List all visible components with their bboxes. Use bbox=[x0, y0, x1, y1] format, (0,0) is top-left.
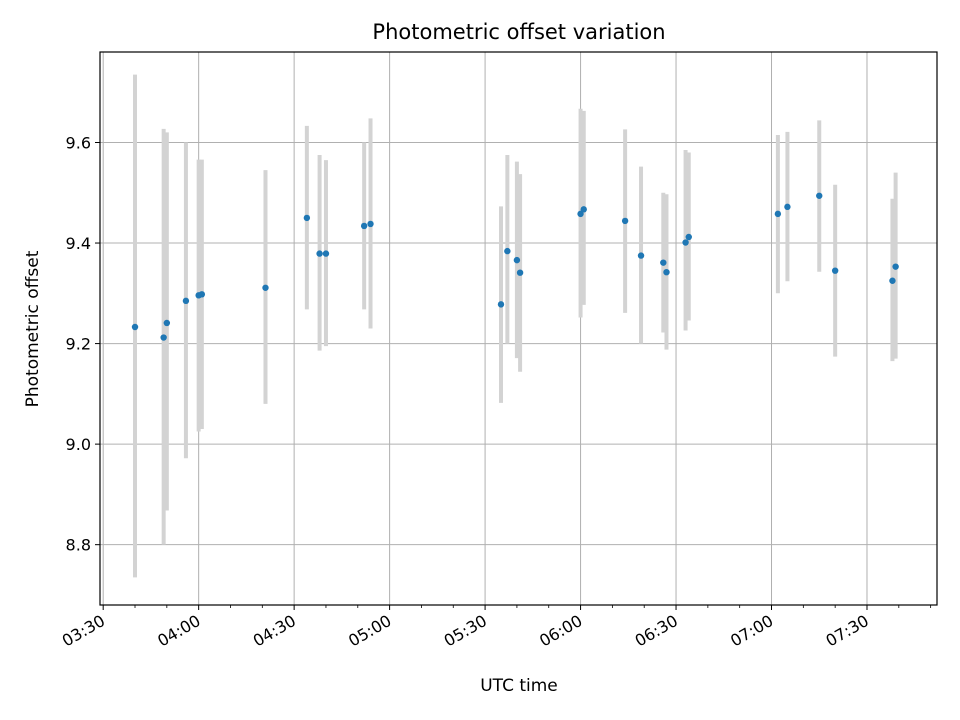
data-point bbox=[160, 334, 167, 341]
y-tick-label: 9.0 bbox=[66, 435, 91, 454]
data-point bbox=[682, 239, 689, 246]
data-point bbox=[198, 291, 206, 298]
data-point bbox=[637, 252, 645, 259]
data-point bbox=[262, 284, 269, 291]
data-point bbox=[784, 203, 791, 211]
data-point bbox=[163, 319, 171, 327]
data-point bbox=[621, 217, 629, 225]
data-point bbox=[303, 214, 311, 222]
data-point bbox=[322, 250, 330, 257]
data-point bbox=[660, 259, 667, 266]
y-tick-label: 9.6 bbox=[66, 133, 91, 152]
data-point bbox=[504, 247, 511, 255]
data-point bbox=[516, 269, 524, 276]
data-point bbox=[831, 267, 839, 274]
data-point bbox=[367, 220, 374, 228]
data-point bbox=[816, 192, 823, 199]
data-point bbox=[131, 323, 139, 331]
data-point bbox=[182, 297, 190, 305]
data-point bbox=[892, 263, 899, 270]
data-point bbox=[663, 268, 670, 276]
y-tick-label: 9.4 bbox=[66, 234, 91, 253]
data-point bbox=[513, 256, 521, 264]
y-axis: 8.8 9.0 9.2 9.4 9.6 bbox=[66, 133, 100, 555]
data-points bbox=[131, 192, 899, 341]
chart-title: Photometric offset variation bbox=[372, 20, 665, 44]
x-axis-label: UTC time bbox=[480, 676, 558, 696]
data-point bbox=[316, 250, 323, 257]
data-point bbox=[577, 210, 584, 218]
data-point bbox=[360, 222, 368, 230]
y-tick-label: 9.2 bbox=[66, 335, 91, 354]
data-point bbox=[580, 206, 587, 213]
data-point bbox=[774, 210, 782, 218]
data-point bbox=[685, 233, 692, 241]
y-axis-label: Photometric offset bbox=[23, 250, 43, 407]
plot-frame bbox=[99, 51, 938, 606]
y-tick-label: 8.8 bbox=[66, 536, 91, 555]
data-point bbox=[497, 301, 505, 308]
data-point bbox=[889, 277, 896, 284]
